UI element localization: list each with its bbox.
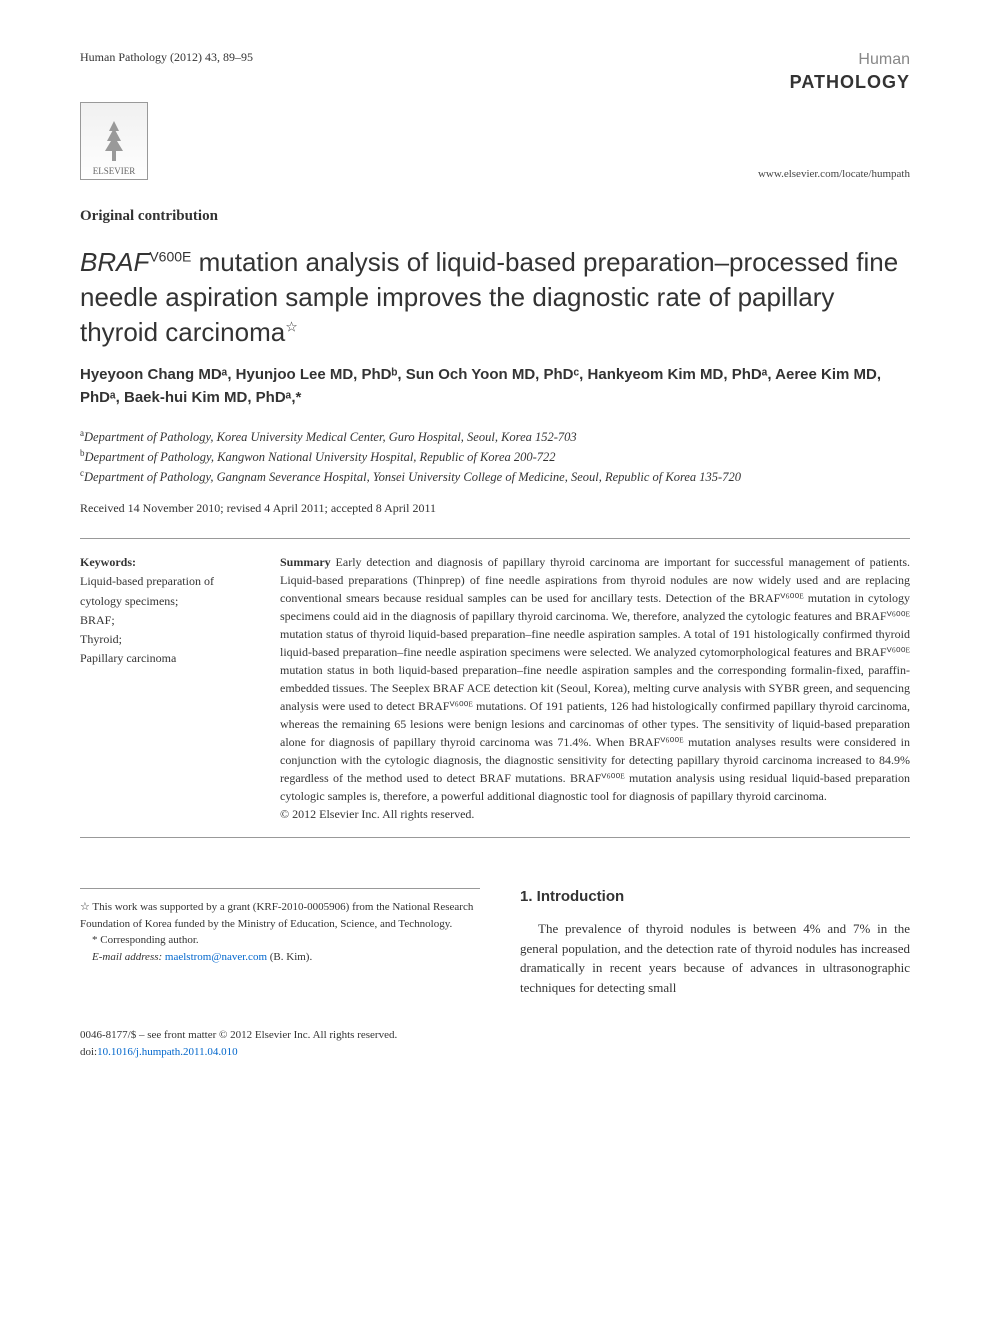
article-title: BRAFV600E mutation analysis of liquid-ba… (80, 245, 910, 350)
summary-copyright: © 2012 Elsevier Inc. All rights reserved… (280, 805, 910, 823)
summary-column: Summary Early detection and diagnosis of… (280, 553, 910, 823)
doi-link[interactable]: 10.1016/j.humpath.2011.04.010 (97, 1046, 237, 1058)
article-dates: Received 14 November 2010; revised 4 Apr… (80, 501, 910, 516)
doi-prefix: doi: (80, 1046, 97, 1058)
affiliation-a: aDepartment of Pathology, Korea Universi… (80, 427, 910, 447)
elsevier-logo: ELSEVIER (80, 102, 148, 180)
footnotes-column: ☆ This work was supported by a grant (KR… (80, 888, 480, 997)
logo-row: ELSEVIER www.elsevier.com/locate/humpath (80, 102, 910, 180)
funding-footnote: ☆ This work was supported by a grant (KR… (80, 899, 480, 932)
journal-name-line1: Human (790, 50, 910, 71)
email-link[interactable]: maelstrom@naver.com (165, 951, 267, 963)
affiliation-b: bDepartment of Pathology, Kangwon Nation… (80, 447, 910, 467)
website-url[interactable]: www.elsevier.com/locate/humpath (758, 168, 910, 180)
affiliations-block: aDepartment of Pathology, Korea Universi… (80, 427, 910, 487)
title-rest: mutation analysis of liquid-based prepar… (80, 247, 898, 347)
authors-list: Hyeyoon Chang MDᵃ, Hyunjoo Lee MD, PhDᵇ,… (80, 364, 910, 409)
bottom-section: ☆ This work was supported by a grant (KR… (80, 888, 910, 997)
article-type: Original contribution (80, 208, 910, 225)
title-star: ☆ (285, 319, 298, 335)
title-superscript: V600E (149, 249, 191, 265)
introduction-column: 1. Introduction The prevalence of thyroi… (520, 888, 910, 997)
header-row: Human Pathology (2012) 43, 89–95 Human P… (80, 50, 910, 94)
tree-icon (94, 116, 134, 166)
introduction-heading: 1. Introduction (520, 888, 910, 905)
email-label: E-mail address: (92, 951, 165, 963)
journal-reference: Human Pathology (2012) 43, 89–95 (80, 50, 253, 65)
journal-name-line2: PATHOLOGY (790, 71, 910, 94)
email-suffix: (B. Kim). (267, 951, 312, 963)
keywords-column: Keywords: Liquid-based preparation of cy… (80, 553, 250, 823)
page-footer: 0046-8177/$ – see front matter © 2012 El… (80, 1027, 910, 1060)
keywords-title: Keywords: (80, 553, 250, 572)
footer-line1: 0046-8177/$ – see front matter © 2012 El… (80, 1027, 910, 1044)
affiliation-c: cDepartment of Pathology, Gangnam Severa… (80, 467, 910, 487)
summary-text: Early detection and diagnosis of papilla… (280, 555, 910, 803)
corresponding-footnote: * Corresponding author. (80, 932, 480, 949)
summary-title: Summary (280, 555, 331, 569)
journal-name-block: Human PATHOLOGY (790, 50, 910, 94)
footer-doi-line: doi:10.1016/j.humpath.2011.04.010 (80, 1044, 910, 1061)
title-gene-ital: BRAF (80, 247, 149, 277)
publisher-logo-text: ELSEVIER (93, 166, 136, 176)
keywords-items: Liquid-based preparation of cytology spe… (80, 572, 250, 668)
abstract-box: Keywords: Liquid-based preparation of cy… (80, 538, 910, 838)
introduction-text: The prevalence of thyroid nodules is bet… (520, 919, 910, 997)
email-footnote: E-mail address: maelstrom@naver.com (B. … (80, 949, 480, 966)
